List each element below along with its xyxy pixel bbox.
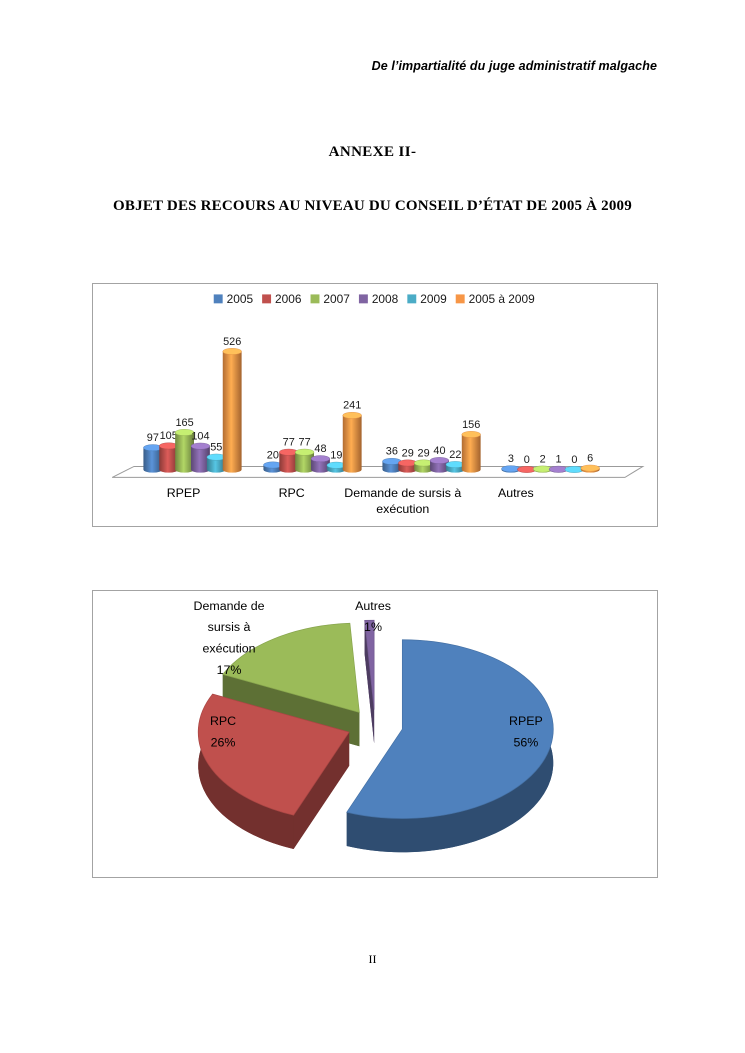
bar-value-label: 165	[175, 417, 193, 429]
legend-swatch	[213, 294, 223, 304]
cylinder-body	[159, 445, 179, 470]
cylinder-body	[279, 452, 299, 470]
legend-label: 2006	[275, 292, 302, 306]
cylinder-body	[430, 460, 449, 470]
pie-slice	[364, 619, 375, 744]
pie-label: RPEP 56%	[509, 714, 543, 749]
bar-value-label: 20	[267, 449, 279, 461]
pie-slice-top	[222, 622, 360, 713]
pie-slice	[346, 639, 554, 853]
page-number: II	[368, 952, 377, 966]
cylinder-top	[222, 348, 242, 355]
pie-chart-frame: RPEP 56% RPC 26% Demande de sursis à exécution…	[92, 590, 658, 878]
cylinder-top	[342, 412, 362, 419]
running-header: De l’impartialité du juge administratif …	[371, 59, 657, 73]
cylinder-body	[175, 432, 194, 470]
bar-value-label: 6	[587, 452, 593, 464]
pie-slice-top	[364, 619, 375, 710]
category-label: Demande de sursis à exécution	[344, 486, 461, 516]
pie-chart-svg: RPEP 56% RPC 26% Demande de sursis à exécution…	[193, 599, 554, 853]
cylinder-body	[461, 434, 481, 470]
bar-value-label: 241	[343, 400, 361, 412]
bar-value-label: 40	[433, 445, 445, 457]
pie-label: RPC 26%	[210, 714, 236, 749]
cylinder-body	[382, 461, 402, 470]
cylinder-body	[222, 351, 242, 470]
bar-value-label: 104	[191, 430, 209, 442]
bar-value-label: 77	[283, 437, 295, 449]
bar-value-label: 526	[223, 336, 241, 348]
bar-value-label: 55	[210, 441, 222, 453]
bar-value-label: 3	[508, 453, 514, 465]
cylinder-body	[295, 452, 315, 470]
bar-value-label: 22	[449, 449, 461, 461]
cylinder-top	[580, 464, 600, 472]
cylinder-body	[191, 446, 210, 470]
legend: 2005 2006 2007 2008 2009 2005 à 2009	[213, 292, 536, 306]
bar-value-label: 0	[524, 454, 530, 466]
cylinder-body	[342, 415, 362, 470]
pie-slice-rim	[198, 694, 294, 849]
legend-swatch	[407, 294, 417, 304]
legend-label: 2005 à 2009	[469, 292, 536, 306]
cylinder-top	[190, 442, 211, 450]
legend-label: 2009	[420, 292, 447, 306]
legend-swatch	[310, 294, 320, 304]
bar-value-label: 1	[555, 454, 561, 466]
category-label: RPC	[279, 486, 305, 500]
bar-value-label: 105	[160, 430, 178, 442]
legend-label: 2005	[227, 292, 254, 306]
cylinder-top	[429, 457, 450, 464]
pie-label: Autres 1%	[355, 599, 391, 634]
legend-swatch	[455, 294, 465, 304]
cylinder-top	[174, 429, 195, 436]
bar-value-label: 0	[571, 454, 577, 466]
pie-slice-top	[346, 639, 554, 819]
bar-value-label: 36	[386, 446, 398, 458]
cylinder-body	[206, 457, 226, 470]
bar-value-label: 19	[330, 450, 342, 462]
cylinder-top	[294, 448, 315, 456]
cylinder-body	[143, 447, 163, 470]
cylinder-body	[311, 458, 330, 470]
bar-value-label: 97	[147, 432, 159, 444]
bar-chart-frame: 2005 2006 2007 2008 2009 2005 à 2009 97 105 165 1…	[92, 283, 658, 527]
legend-swatch	[262, 294, 272, 304]
legend-label: 2008	[372, 292, 399, 306]
pie-slice	[197, 693, 350, 849]
bar-value-label: 29	[402, 447, 414, 459]
annex-subtitle: OBJET DES RECOURS AU NIVEAU DU CONSEIL D…	[113, 198, 632, 214]
legend-swatch	[358, 294, 368, 304]
bar-value-label: 29	[418, 447, 430, 459]
bar-value-label: 77	[299, 437, 311, 449]
cylinder-top	[461, 431, 481, 438]
legend-label: 2007	[323, 292, 350, 306]
bar-value-label: 156	[462, 419, 480, 431]
bar-value-label: 48	[314, 443, 326, 455]
cylinder-top	[310, 455, 331, 463]
annex-title: ANNEXE II-	[328, 144, 417, 160]
pie-label: Demande de sursis à exécution 17%	[193, 599, 264, 677]
category-label: Autres	[498, 486, 534, 500]
pie-slice-top	[197, 693, 350, 816]
category-label: RPEP	[167, 486, 201, 500]
bar-value-label: 2	[540, 453, 546, 465]
